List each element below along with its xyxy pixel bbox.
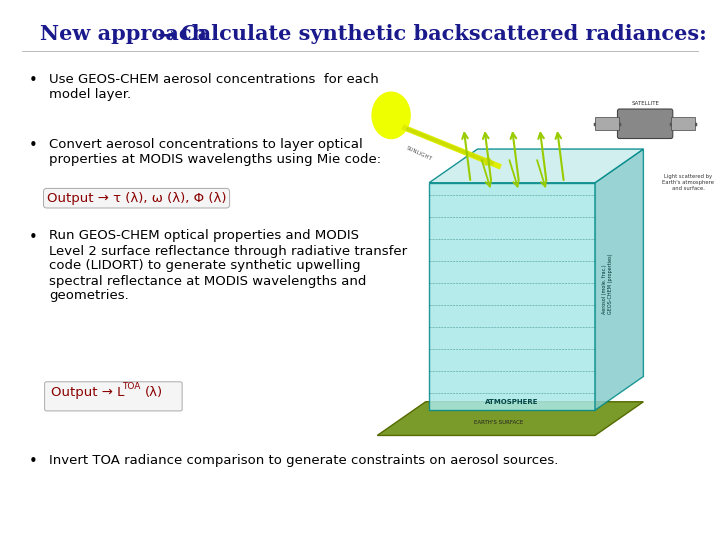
- Text: •: •: [29, 454, 37, 469]
- Polygon shape: [377, 402, 644, 435]
- Text: ATMOSPHERE: ATMOSPHERE: [485, 399, 539, 405]
- Text: Invert TOA radiance comparison to generate constraints on aerosol sources.: Invert TOA radiance comparison to genera…: [49, 454, 558, 467]
- Text: SUNLIGHT: SUNLIGHT: [405, 145, 433, 161]
- Polygon shape: [429, 149, 644, 183]
- Text: Calculate synthetic backscattered radiances:: Calculate synthetic backscattered radian…: [181, 24, 707, 44]
- Text: (λ): (λ): [145, 386, 163, 399]
- Polygon shape: [595, 149, 644, 410]
- FancyBboxPatch shape: [45, 382, 182, 411]
- Text: Aerosol (mole. frac.)
GEOS-CHEM (properties): Aerosol (mole. frac.) GEOS-CHEM (propert…: [602, 254, 613, 314]
- Text: Convert aerosol concentrations to layer optical
properties at MODIS wavelengths : Convert aerosol concentrations to layer …: [49, 138, 381, 166]
- Text: Run GEOS-CHEM optical properties and MODIS
Level 2 surface reflectance through r: Run GEOS-CHEM optical properties and MOD…: [49, 230, 407, 302]
- Polygon shape: [429, 183, 595, 410]
- Text: SATELLITE: SATELLITE: [631, 101, 659, 106]
- Text: Output → L: Output → L: [51, 386, 125, 399]
- Text: EARTH'S SURFACE: EARTH'S SURFACE: [474, 420, 523, 426]
- Text: •: •: [29, 230, 37, 245]
- Text: Use GEOS-CHEM aerosol concentrations  for each
model layer.: Use GEOS-CHEM aerosol concentrations for…: [49, 73, 379, 101]
- Text: TOA: TOA: [122, 382, 140, 391]
- FancyBboxPatch shape: [618, 109, 672, 138]
- Text: Output → τ (λ), ω (λ), Φ (λ): Output → τ (λ), ω (λ), Φ (λ): [47, 192, 226, 205]
- Text: •: •: [29, 73, 37, 88]
- Text: Light scattered by
Earth's atmosphere
and surface.: Light scattered by Earth's atmosphere an…: [662, 174, 714, 191]
- Circle shape: [372, 92, 410, 138]
- Text: New approach: New approach: [40, 24, 207, 44]
- Polygon shape: [671, 117, 696, 130]
- Text: •: •: [29, 138, 37, 153]
- Text: →: →: [157, 24, 176, 48]
- Polygon shape: [595, 117, 619, 130]
